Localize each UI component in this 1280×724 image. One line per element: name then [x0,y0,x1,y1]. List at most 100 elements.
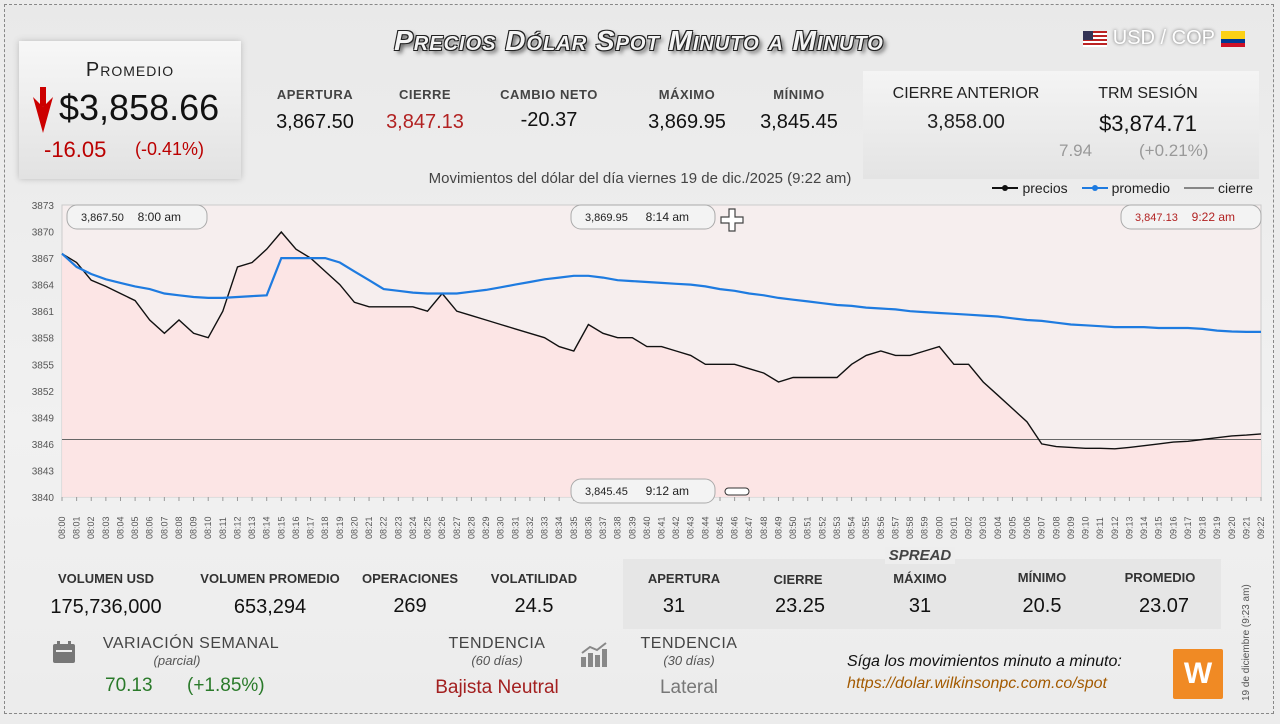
y-tick-label: 3855 [32,360,55,371]
x-tick-label: 09:08 [1051,516,1061,539]
x-tick-label: 08:42 [671,516,681,539]
max-annotation-time: 8:14 am [646,210,689,224]
tendencia30-sub: (30 días) [663,653,715,668]
colombia-flag-icon [1221,30,1245,47]
x-tick-label: 08:53 [832,516,842,539]
x-tick-label: 09:20 [1227,516,1237,539]
maximo-label: MÁXIMO [658,87,716,102]
x-tick-label: 08:15 [276,516,286,539]
trm-value: $3,874.71 [1099,111,1197,136]
side-date: 19 de diciembre (9:23 am) [1241,584,1252,701]
x-tick-label: 08:38 [613,516,623,539]
cierre-value: 3,847.13 [386,111,464,133]
close-annotation-time: 9:22 am [1192,210,1235,224]
logo-icon[interactable]: W [1173,649,1223,699]
x-tick-label: 09:13 [1124,516,1134,539]
min-annotation-box [570,478,716,504]
tendencia30-label: TENDENCIA [640,635,738,652]
x-tick-label: 08:33 [540,516,550,539]
x-tick-label: 08:19 [335,516,345,539]
x-tick-label: 08:41 [657,516,667,539]
legend-precios-label: precios [1022,180,1068,196]
x-tick-label: 08:50 [788,516,798,539]
site-link[interactable]: https://dolar.wilkinsonpc.com.co/spot [847,675,1107,692]
chart-legend: precios promedio cierre [992,180,1253,196]
variacion-sub: (parcial) [153,653,201,668]
x-tick-label: 08:11 [218,517,228,539]
x-tick-label: 08:13 [247,516,257,539]
y-tick-label: 3852 [32,387,55,398]
x-tick-label: 08:01 [72,516,82,539]
chart-subtitle: Movimientos del dólar del día viernes 19… [428,170,852,187]
x-tick-label: 08:25 [423,516,433,539]
legend-promedio: promedio [1081,180,1170,196]
apertura-value: 3,867.50 [276,111,354,133]
x-tick-label: 08:45 [715,516,725,539]
y-tick-label: 3870 [32,228,55,239]
x-tick-label: 09:15 [1154,516,1164,539]
min-marker [724,487,750,496]
x-tick-label: 09:07 [1037,516,1047,539]
cambio-neto-label: CAMBIO NETO [500,87,598,102]
apertura-label: APERTURA [276,87,354,102]
currency-pair: USD / COP [1082,27,1245,50]
minimo-value: 3,845.45 [760,111,838,133]
down-arrow-icon [33,87,53,133]
x-tick-label: 08:07 [159,516,169,539]
x-tick-label: 08:29 [481,516,491,539]
operaciones-label: OPERACIONES [361,571,459,586]
y-tick-label: 3849 [32,413,55,424]
cambio-neto-value: -20.37 [520,109,578,131]
crosshair-icon[interactable] [720,208,744,232]
x-tick-label: 08:39 [627,516,637,539]
x-tick-label: 09:03 [978,516,988,539]
x-tick-label: 08:02 [86,516,96,539]
volatilidad-value: 24.5 [514,595,554,617]
min-annotation-time: 9:12 am [646,484,689,498]
series-line-promedio [61,252,1261,333]
promedio-label: Promedio [85,59,175,81]
max-annotation-box [570,204,716,230]
x-tick-label: 09:11 [1095,517,1105,539]
x-tick-label: 08:00 [57,516,67,539]
volumen-promedio-label: VOLUMEN PROMEDIO [200,571,340,586]
us-flag-icon [1082,30,1107,47]
x-tick-label: 09:19 [1212,516,1222,539]
x-tick-label: 08:49 [773,516,783,539]
spread-promedio-label: PROMEDIO [1124,570,1196,585]
volumen-usd-label: VOLUMEN USD [57,571,155,586]
spread-apertura-value: 31 [662,595,686,617]
promedio-change-pct: (-0.41%) [135,139,205,159]
x-tick-label: 08:48 [759,516,769,539]
trm-change-pct: (+0.21%) [1139,141,1209,160]
x-tick-label: 08:43 [686,516,696,539]
x-tick-label: 08:35 [569,516,579,539]
x-tick-label: 09:21 [1241,516,1251,539]
x-tick-label: 08:10 [203,516,213,539]
spread-apertura-label: APERTURA [647,571,721,586]
x-tick-label: 08:21 [364,516,374,539]
trm-label: TRM SESIÓN [1098,85,1198,102]
x-tick-label: 08:54 [847,516,857,539]
x-tick-label: 08:34 [554,516,564,539]
x-tick-label: 08:18 [320,516,330,539]
cierre-anterior-label: CIERRE ANTERIOR [892,85,1040,102]
y-tick-label: 3846 [32,440,55,451]
x-tick-label: 09:05 [1007,516,1017,539]
x-tick-label: 08:20 [349,516,359,539]
max-annotation-value: 3,869.95 [585,212,628,224]
variacion-pct: (+1.85%) [187,675,265,696]
y-tick-label: 3867 [32,254,55,265]
x-tick-label: 09:10 [1081,516,1091,539]
legend-cierre-label: cierre [1217,180,1253,196]
x-tick-label: 08:12 [232,516,242,539]
price-chart[interactable]: 3873 3870 3867 3864 3861 3858 3855 3852 3849 3846… [5,197,1274,552]
price-area [62,232,1261,497]
y-tick-label: 3843 [32,466,55,477]
x-tick-label: 09:12 [1110,516,1120,539]
follow-text: Síga los movimientos minuto a minuto: [847,653,1122,670]
page-title: Precios Dólar Spot Minuto a Minuto [394,25,884,56]
volumen-usd-value: 175,736,000 [50,596,162,618]
x-tick-label: 08:17 [306,516,316,539]
pair-label: USD / COP [1112,27,1215,49]
